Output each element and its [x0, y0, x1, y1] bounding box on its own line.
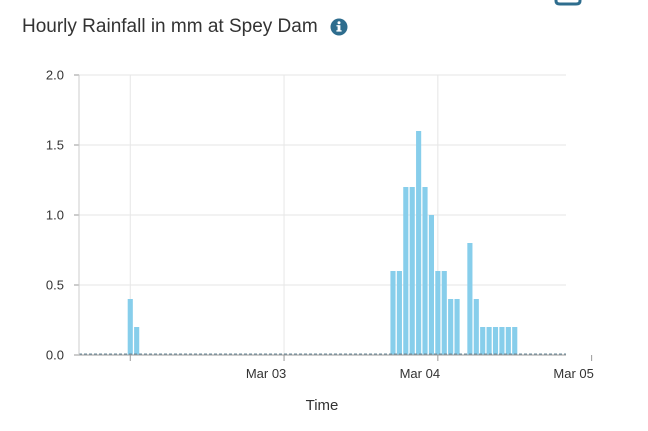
rainfall-bar	[435, 271, 441, 355]
rainfall-bar	[505, 327, 511, 355]
rainfall-bar	[486, 327, 492, 355]
bar-series	[127, 131, 518, 355]
x-axis-title: Time	[306, 397, 339, 414]
y-tick-label: 0.0	[46, 348, 64, 363]
rainfall-bar	[422, 187, 428, 355]
export-menu-icon[interactable]	[552, 0, 592, 6]
rainfall-bar	[512, 327, 518, 355]
rainfall-bar	[448, 299, 454, 355]
rainfall-bar	[409, 187, 415, 355]
y-tick-label: 2.0	[46, 68, 64, 83]
rainfall-bar	[473, 299, 479, 355]
y-tick-label: 1.0	[46, 208, 64, 223]
x-tick-label: Mar 03	[246, 366, 286, 381]
chart-title: Hourly Rainfall in mm at Spey Dam	[22, 16, 318, 37]
rainfall-bar	[390, 271, 396, 355]
tick-labels: 0.0 0.5 1.0 1.5 2.0 Mar 03 Mar 04 Mar 05	[46, 68, 594, 382]
grid-lines	[79, 74, 566, 355]
rainfall-bar	[396, 271, 402, 355]
rainfall-bar	[441, 271, 447, 355]
rainfall-bar	[454, 299, 460, 355]
chart-header: Hourly Rainfall in mm at Spey Dam	[22, 14, 348, 40]
rainfall-bar	[134, 327, 140, 355]
rainfall-bar	[127, 299, 133, 355]
rainfall-bar	[416, 131, 422, 355]
rainfall-bar	[480, 327, 486, 355]
rainfall-bar	[403, 187, 409, 355]
y-tick-label: 0.5	[46, 278, 64, 293]
rainfall-bar	[492, 327, 499, 355]
axes	[74, 74, 593, 361]
rainfall-bar	[499, 327, 505, 355]
rainfall-bar	[428, 215, 434, 355]
x-tick-label: Mar 05	[553, 366, 593, 381]
rainfall-bar	[467, 243, 473, 355]
y-tick-label: 1.5	[46, 138, 64, 153]
x-tick-label: Mar 04	[400, 366, 440, 381]
info-circle-icon[interactable]	[330, 18, 348, 36]
